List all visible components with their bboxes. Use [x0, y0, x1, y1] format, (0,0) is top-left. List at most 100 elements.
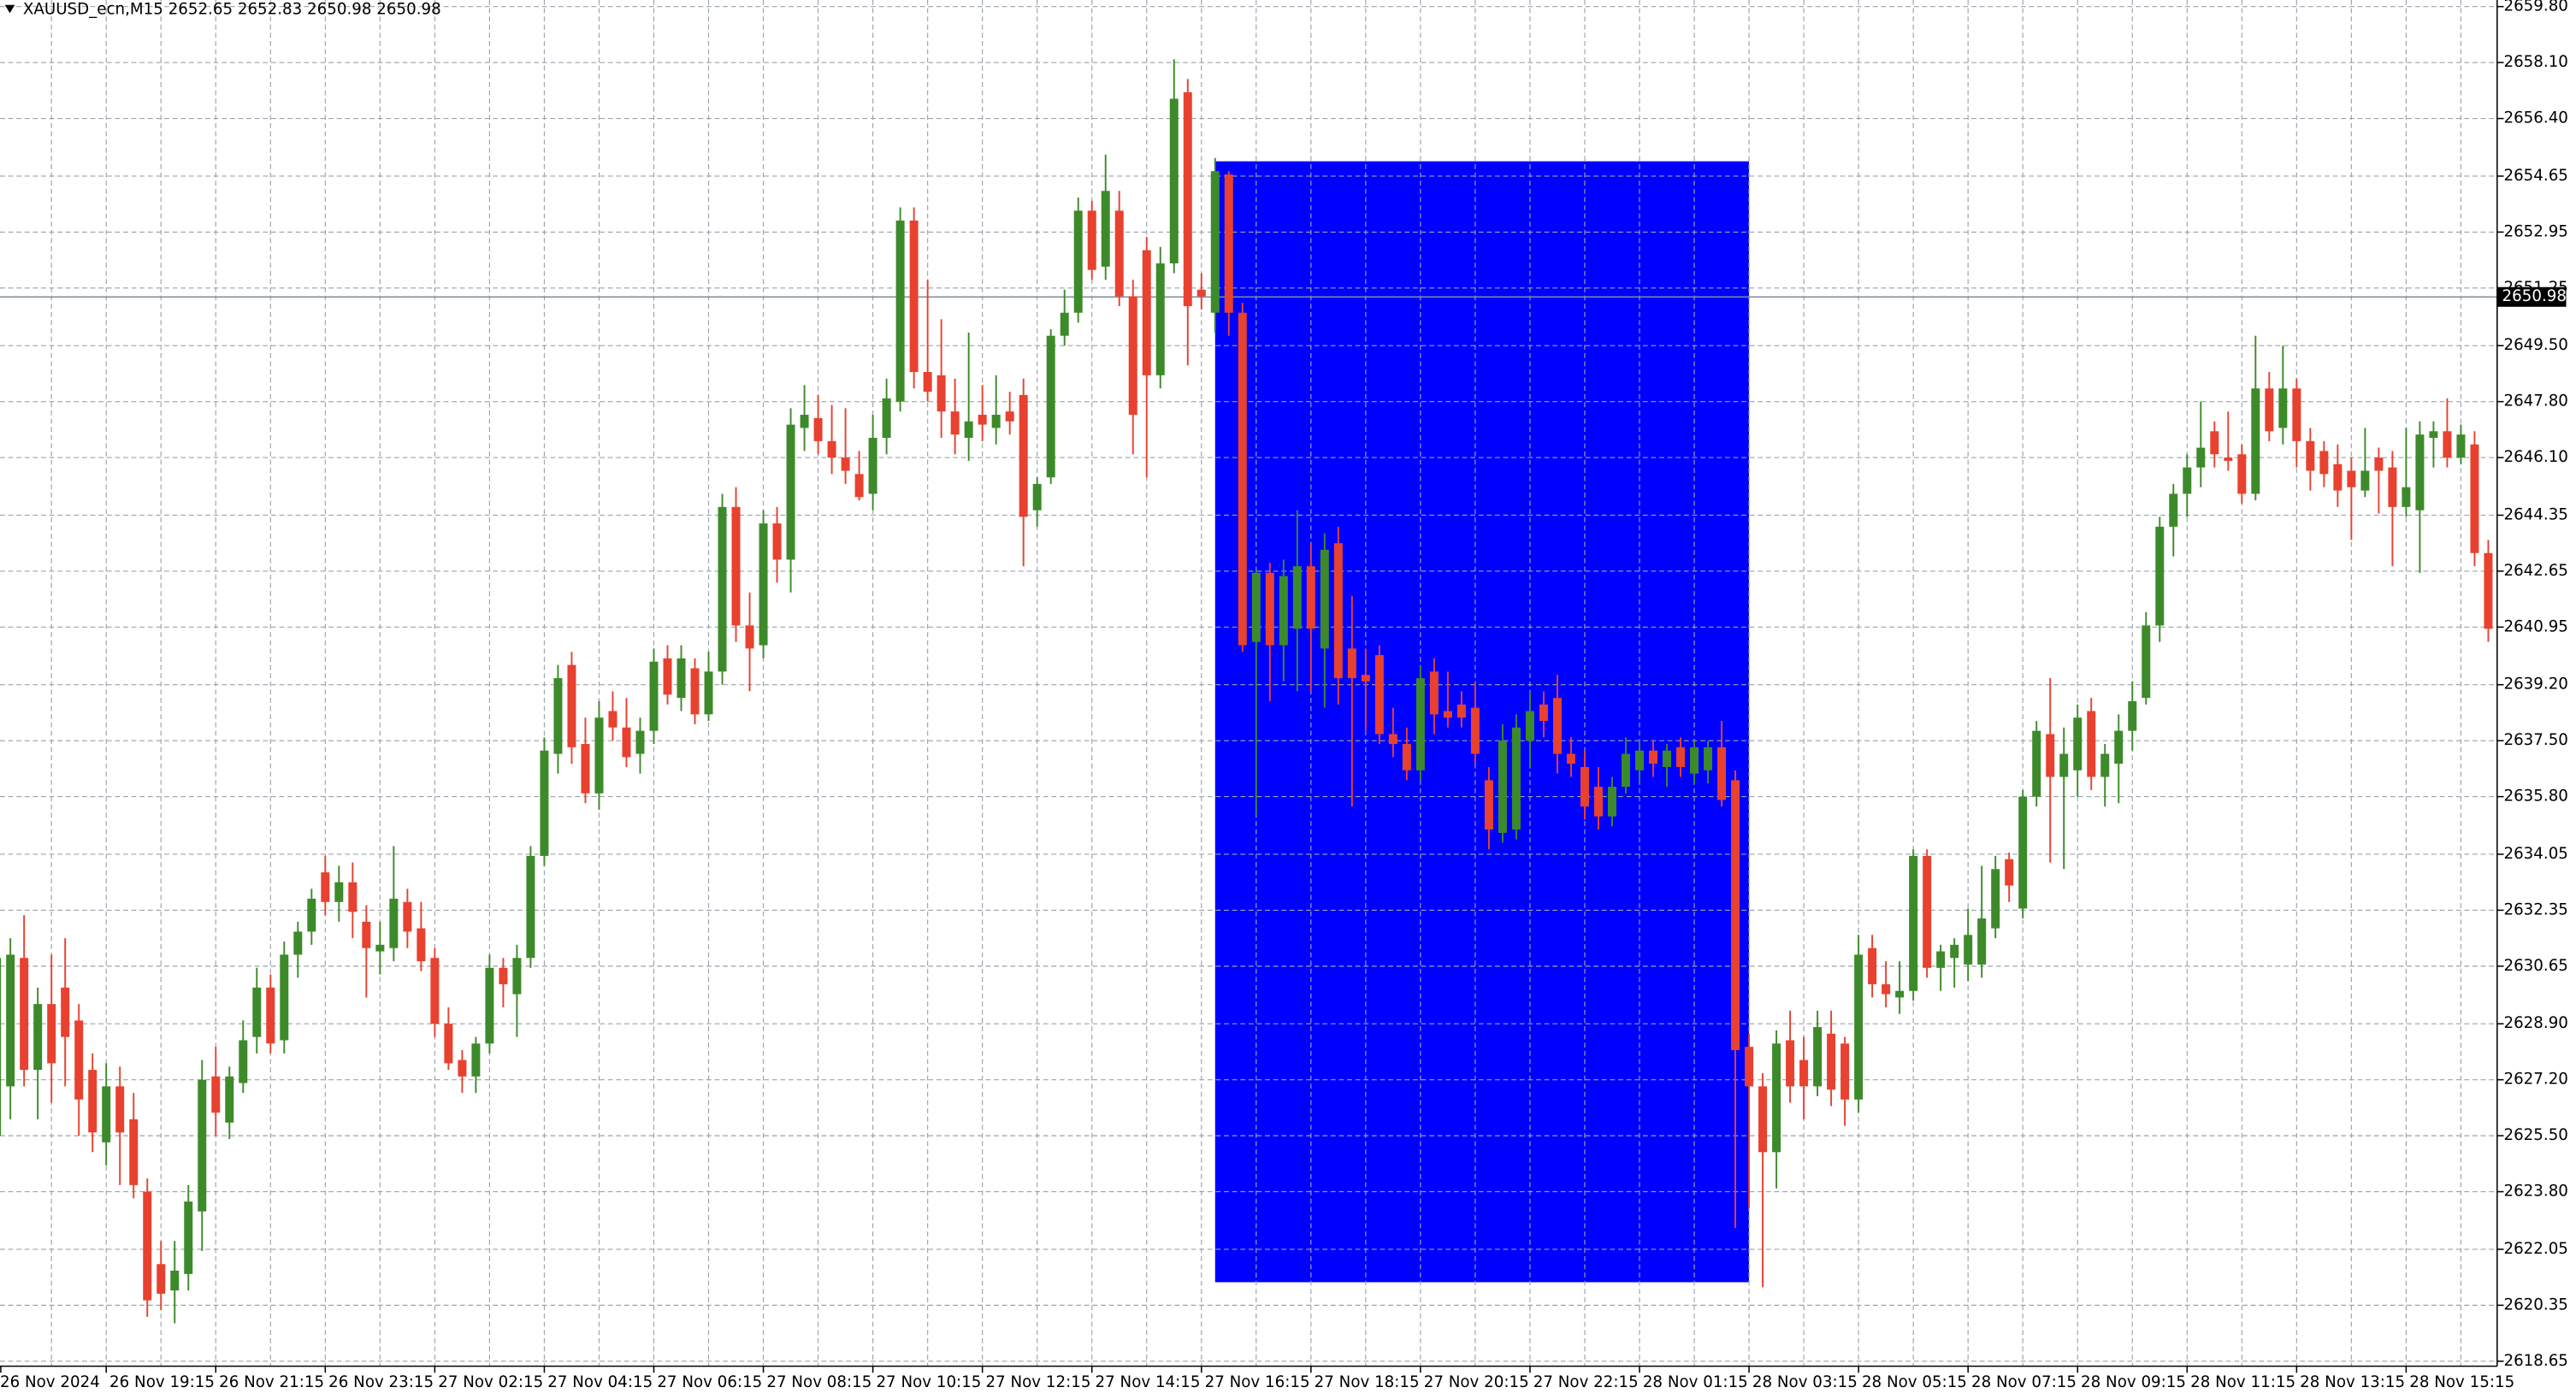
candle-body — [2005, 859, 2014, 886]
y-tick-label: 2637.50 — [2503, 731, 2567, 749]
y-tick-label: 2625.50 — [2503, 1126, 2567, 1144]
chart-title: XAUUSD_ecn,M15 2652.65 2652.83 2650.98 2… — [23, 1, 441, 19]
candle-body — [690, 668, 700, 715]
candle-body — [184, 1201, 193, 1274]
candle-body — [813, 417, 823, 441]
candle-body — [512, 958, 522, 995]
candle-body — [608, 711, 617, 728]
candle-body — [2183, 467, 2192, 494]
candle-body — [2306, 440, 2315, 471]
candle-body — [33, 1004, 43, 1071]
y-tick-label: 2659.80 — [2503, 0, 2567, 15]
candle-body — [1019, 394, 1028, 517]
candle-body — [2142, 625, 2151, 699]
candle-body — [1909, 855, 1918, 991]
candle-body — [293, 931, 303, 955]
candle-body — [417, 928, 426, 962]
y-tick-label: 2628.90 — [2503, 1014, 2567, 1032]
candle-body — [375, 944, 385, 952]
candle-body — [88, 1070, 97, 1133]
candle-body — [594, 717, 604, 794]
candle-body — [1114, 210, 1124, 297]
candle-body — [2265, 388, 2274, 432]
candle-body — [2210, 431, 2219, 455]
y-tick-label: 2630.65 — [2503, 957, 2567, 975]
back-layer — [1214, 161, 1750, 1283]
candle-body — [1032, 483, 1042, 511]
candle-body — [1991, 869, 2000, 929]
x-tick-label: 28 Nov 07:15 — [1971, 1373, 2077, 1391]
candle-body — [1635, 750, 1644, 770]
candle-body — [348, 882, 357, 912]
candle-body — [950, 411, 960, 435]
candle-body — [841, 457, 850, 471]
candle-body — [2100, 753, 2110, 777]
candle-body — [1498, 741, 1507, 833]
x-tick-label: 28 Nov 13:15 — [2300, 1373, 2405, 1391]
candle-body — [2087, 711, 2096, 777]
candle-body — [1950, 944, 1959, 959]
candle-body — [1279, 576, 1288, 646]
candle-body — [444, 1024, 453, 1064]
candle-body — [2196, 447, 2206, 468]
candle-body — [895, 220, 905, 402]
candle-body — [1854, 954, 1864, 1100]
candle-body — [471, 1043, 481, 1077]
y-tick-label: 2639.20 — [2503, 676, 2567, 694]
candle-body — [567, 664, 576, 747]
candle-body — [622, 727, 631, 758]
candle-body — [1717, 747, 1727, 800]
x-tick-label: 27 Nov 12:15 — [986, 1373, 1091, 1391]
candle-body — [1169, 98, 1179, 263]
y-tick-label: 2634.05 — [2503, 845, 2567, 863]
candle-body — [1539, 704, 1548, 722]
candle-body — [2046, 734, 2055, 777]
candle-body — [1005, 411, 1014, 422]
x-tick-label: 27 Nov 06:15 — [657, 1373, 762, 1391]
candle-body — [307, 898, 316, 932]
candle-body — [499, 967, 508, 985]
y-tick-label: 2640.95 — [2503, 617, 2567, 635]
candle-body — [663, 658, 672, 695]
candle-body — [2292, 388, 2301, 441]
candle-body — [2237, 454, 2247, 494]
y-tick-label: 2618.65 — [2503, 1352, 2567, 1370]
candle-body — [1552, 698, 1562, 754]
candle-body — [1593, 787, 1603, 817]
candle-body — [1183, 91, 1192, 307]
y-tick-label: 2623.80 — [2503, 1183, 2567, 1201]
candle-body — [581, 744, 590, 794]
candle-body — [868, 438, 877, 494]
candle-body — [1786, 1040, 1795, 1087]
candle-body — [102, 1086, 111, 1142]
candle-body — [923, 372, 932, 393]
candle-body — [964, 421, 973, 439]
candle-body — [1566, 753, 1575, 764]
candle-body — [1813, 1027, 1823, 1087]
menu-arrow[interactable] — [4, 4, 15, 14]
candle-body — [978, 415, 987, 425]
x-tick-label: 26 Nov 2024 — [0, 1373, 100, 1391]
candle-body — [1333, 543, 1343, 679]
candle-body — [115, 1086, 125, 1133]
x-tick-label: 28 Nov 11:15 — [2190, 1373, 2295, 1391]
y-tick-label: 2632.35 — [2503, 900, 2567, 918]
candle-body — [1415, 678, 1425, 770]
y-tick-label: 2656.40 — [2503, 109, 2567, 127]
candle-body — [1210, 171, 1220, 313]
candle-body — [1484, 780, 1493, 830]
candle-body — [170, 1270, 180, 1291]
candle-body — [991, 415, 1001, 428]
y-tick-label: 2658.10 — [2503, 53, 2567, 71]
candle-body — [526, 855, 535, 959]
candle-body — [2059, 753, 2069, 777]
candle-body — [2278, 388, 2288, 428]
candle-body — [129, 1119, 139, 1185]
x-tick-label: 26 Nov 19:15 — [109, 1373, 215, 1391]
candle-body — [1731, 780, 1740, 1051]
candle-body — [1320, 549, 1329, 649]
x-tick-label: 28 Nov 09:15 — [2081, 1373, 2186, 1391]
